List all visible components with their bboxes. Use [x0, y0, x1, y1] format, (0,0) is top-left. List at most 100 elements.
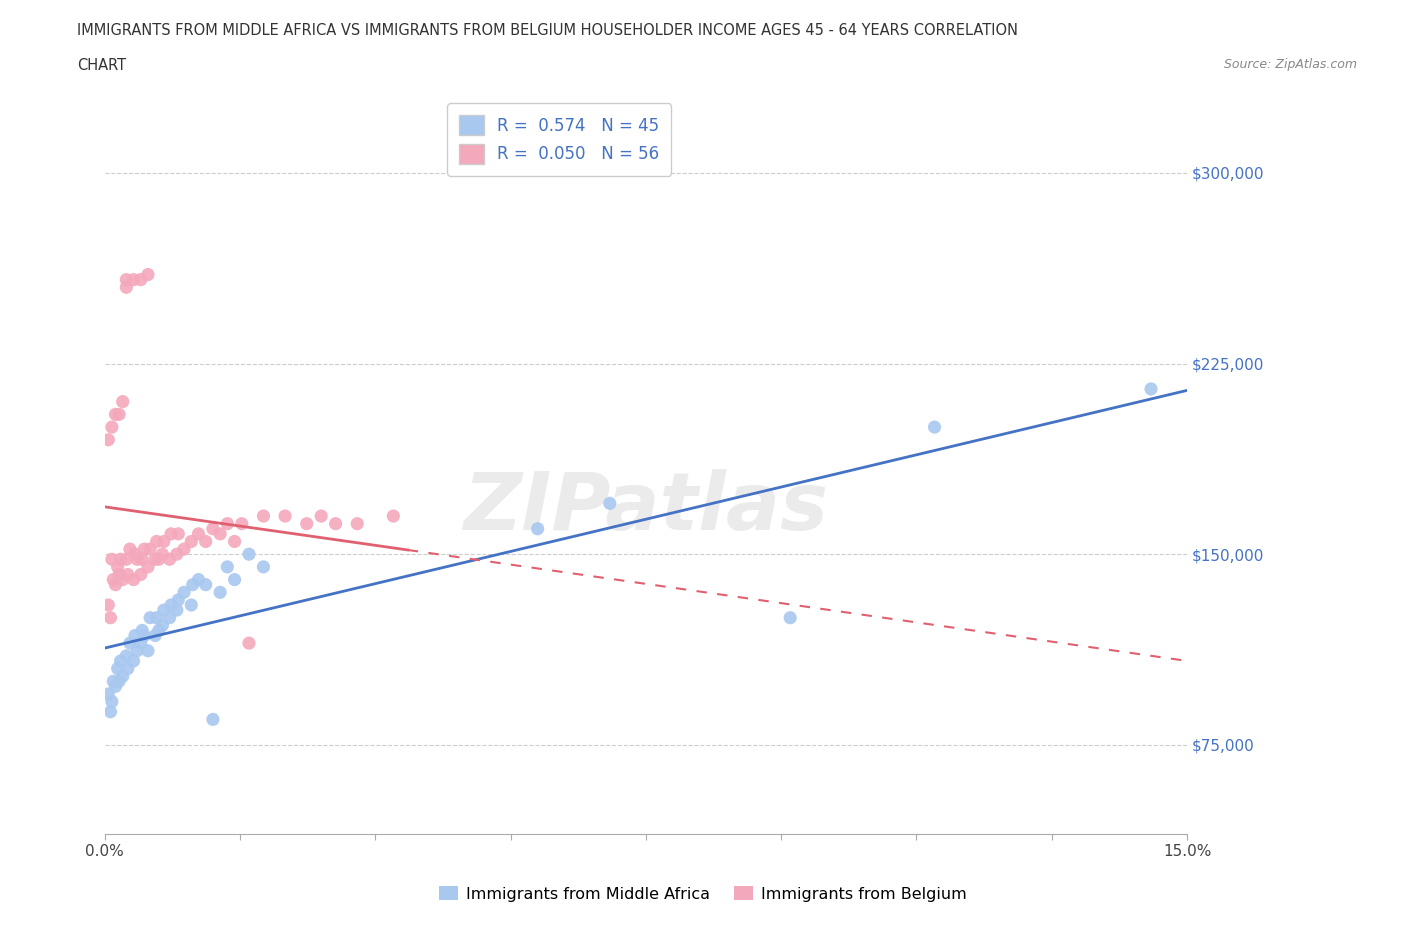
- Point: [153, 603, 176, 618]
- Point: [111, 669, 134, 684]
- Point: [139, 541, 162, 556]
- Point: [152, 618, 174, 632]
- Point: [115, 280, 138, 295]
- Point: [107, 661, 129, 676]
- Text: IMMIGRANTS FROM MIDDLE AFRICA VS IMMIGRANTS FROM BELGIUM HOUSEHOLDER INCOME AGES: IMMIGRANTS FROM MIDDLE AFRICA VS IMMIGRA…: [77, 23, 1018, 38]
- Point: [134, 541, 156, 556]
- Point: [122, 272, 145, 287]
- Point: [173, 541, 195, 556]
- Point: [127, 551, 149, 566]
- Point: [217, 560, 239, 575]
- Point: [166, 603, 188, 618]
- Point: [231, 516, 253, 531]
- Text: ZIPatlas: ZIPatlas: [464, 469, 828, 547]
- Point: [1140, 381, 1163, 396]
- Point: [108, 567, 131, 582]
- Point: [136, 267, 159, 282]
- Point: [309, 509, 332, 524]
- Point: [201, 522, 224, 537]
- Point: [224, 572, 246, 587]
- Legend: Immigrants from Middle Africa, Immigrants from Belgium: Immigrants from Middle Africa, Immigrant…: [433, 880, 973, 908]
- Point: [180, 598, 202, 613]
- Point: [526, 522, 548, 537]
- Point: [238, 636, 260, 651]
- Point: [159, 610, 181, 625]
- Point: [104, 679, 127, 694]
- Point: [122, 654, 145, 669]
- Point: [779, 610, 801, 625]
- Point: [153, 534, 176, 549]
- Point: [194, 578, 217, 592]
- Point: [117, 661, 139, 676]
- Point: [382, 509, 405, 524]
- Point: [104, 578, 127, 592]
- Point: [136, 560, 159, 575]
- Point: [187, 526, 209, 541]
- Point: [136, 644, 159, 658]
- Point: [124, 628, 146, 643]
- Point: [104, 407, 127, 422]
- Text: Source: ZipAtlas.com: Source: ZipAtlas.com: [1223, 58, 1357, 71]
- Point: [145, 534, 167, 549]
- Point: [217, 516, 239, 531]
- Point: [139, 610, 162, 625]
- Point: [127, 644, 149, 658]
- Point: [167, 526, 190, 541]
- Point: [129, 636, 152, 651]
- Point: [924, 419, 946, 434]
- Point: [295, 516, 318, 531]
- Point: [129, 272, 152, 287]
- Point: [180, 534, 202, 549]
- Point: [101, 551, 124, 566]
- Point: [160, 598, 183, 613]
- Point: [252, 560, 274, 575]
- Point: [101, 419, 124, 434]
- Point: [599, 496, 621, 511]
- Point: [274, 509, 297, 524]
- Point: [101, 694, 124, 709]
- Point: [115, 272, 138, 287]
- Point: [124, 547, 146, 562]
- Point: [97, 686, 120, 701]
- Point: [131, 551, 153, 566]
- Point: [111, 572, 134, 587]
- Point: [115, 551, 138, 566]
- Point: [129, 567, 152, 582]
- Point: [111, 394, 134, 409]
- Point: [148, 623, 170, 638]
- Point: [117, 567, 139, 582]
- Point: [159, 551, 181, 566]
- Point: [325, 516, 347, 531]
- Point: [143, 628, 166, 643]
- Point: [238, 547, 260, 562]
- Point: [166, 547, 188, 562]
- Point: [110, 551, 132, 566]
- Point: [167, 592, 190, 607]
- Point: [252, 509, 274, 524]
- Point: [103, 674, 125, 689]
- Point: [122, 572, 145, 587]
- Point: [152, 547, 174, 562]
- Point: [131, 623, 153, 638]
- Point: [194, 534, 217, 549]
- Point: [100, 704, 122, 719]
- Point: [145, 610, 167, 625]
- Legend: R =  0.574   N = 45, R =  0.050   N = 56: R = 0.574 N = 45, R = 0.050 N = 56: [447, 103, 671, 176]
- Point: [97, 598, 120, 613]
- Point: [107, 560, 129, 575]
- Point: [181, 578, 204, 592]
- Point: [209, 585, 232, 600]
- Point: [224, 534, 246, 549]
- Point: [118, 541, 141, 556]
- Point: [134, 628, 156, 643]
- Point: [97, 432, 120, 447]
- Point: [115, 648, 138, 663]
- Point: [110, 654, 132, 669]
- Point: [108, 674, 131, 689]
- Text: CHART: CHART: [77, 58, 127, 73]
- Point: [100, 610, 122, 625]
- Point: [108, 407, 131, 422]
- Point: [201, 712, 224, 727]
- Point: [187, 572, 209, 587]
- Point: [346, 516, 368, 531]
